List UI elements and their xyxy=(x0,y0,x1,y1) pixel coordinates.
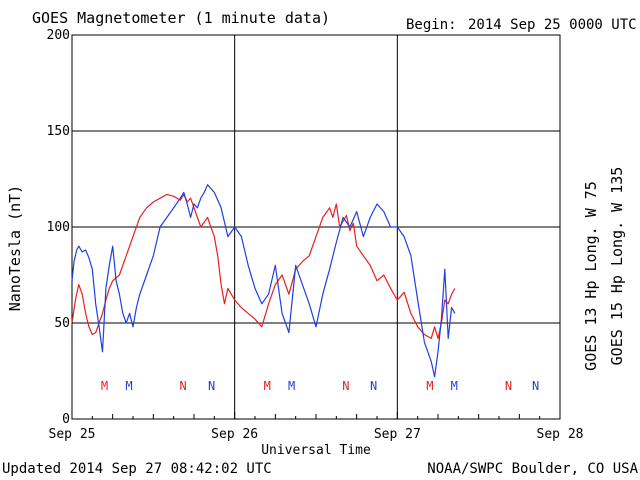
y-tick-label: 100 xyxy=(47,220,70,235)
annotation-n: N xyxy=(208,379,215,393)
annotation-n: N xyxy=(532,379,539,393)
annotation-n: N xyxy=(342,379,349,393)
annotation-m: M xyxy=(101,379,108,393)
legend-goes15: GOES 15 Hp Long. W 135 xyxy=(608,167,626,366)
y-tick-label: 150 xyxy=(47,124,70,139)
annotation-m: M xyxy=(426,379,433,393)
annotation-n: N xyxy=(505,379,512,393)
annotation-m: M xyxy=(451,379,458,393)
annotation-n: N xyxy=(180,379,187,393)
y-tick-label: 200 xyxy=(47,28,70,43)
annotation-m: M xyxy=(125,379,132,393)
x-tick-label: Sep 26 xyxy=(211,427,258,442)
chart-title: GOES Magnetometer (1 minute data) xyxy=(32,9,330,27)
credit-text: NOAA/SWPC Boulder, CO USA xyxy=(427,461,638,477)
series-layer xyxy=(71,184,456,378)
series-line-1 xyxy=(71,184,456,378)
annotation-n: N xyxy=(370,379,377,393)
y-tick-label: 50 xyxy=(54,316,70,331)
axis-ticks: 0 50 100 150 200 Sep 25 Sep 26 Sep 27 Sep 28 xyxy=(47,28,584,442)
begin-label: Begin: xyxy=(406,17,457,33)
y-axis-label: NanoTesla (nT) xyxy=(6,185,24,311)
x-tick-label: Sep 25 xyxy=(49,427,96,442)
y-tick-label: 0 xyxy=(62,412,70,427)
x-tick-label: Sep 28 xyxy=(537,427,584,442)
annotation-m: M xyxy=(288,379,295,393)
begin-value: 2014 Sep 25 0000 UTC xyxy=(468,17,637,33)
legend-goes13: GOES 13 Hp Long. W 75 xyxy=(582,181,600,371)
annotation-m: M xyxy=(264,379,271,393)
grid-lines xyxy=(72,35,560,419)
updated-timestamp: Updated 2014 Sep 27 08:42:02 UTC xyxy=(2,461,272,477)
series-line-0 xyxy=(71,193,456,339)
x-tick-label: Sep 27 xyxy=(374,427,421,442)
x-axis-label: Universal Time xyxy=(261,443,371,458)
